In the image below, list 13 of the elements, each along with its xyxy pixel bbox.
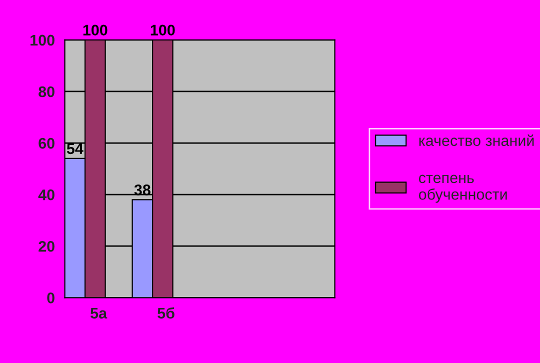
- data-label: 54: [66, 143, 84, 154]
- y-tick-label: 80: [38, 86, 54, 98]
- y-tick-label: 0: [47, 292, 54, 304]
- x-tick-label: 5а: [90, 308, 108, 319]
- y-tick-label: 20: [38, 240, 54, 252]
- legend-label: степень обученности: [418, 174, 507, 203]
- data-label: 100: [150, 24, 175, 36]
- y-tick-label: 60: [38, 138, 54, 149]
- y-tick-label: 40: [38, 189, 54, 200]
- legend-label: качество знаний: [419, 134, 534, 146]
- data-label: 100: [83, 24, 108, 36]
- x-tick-label: 5б: [158, 307, 174, 319]
- y-tick-label: 100: [30, 34, 54, 46]
